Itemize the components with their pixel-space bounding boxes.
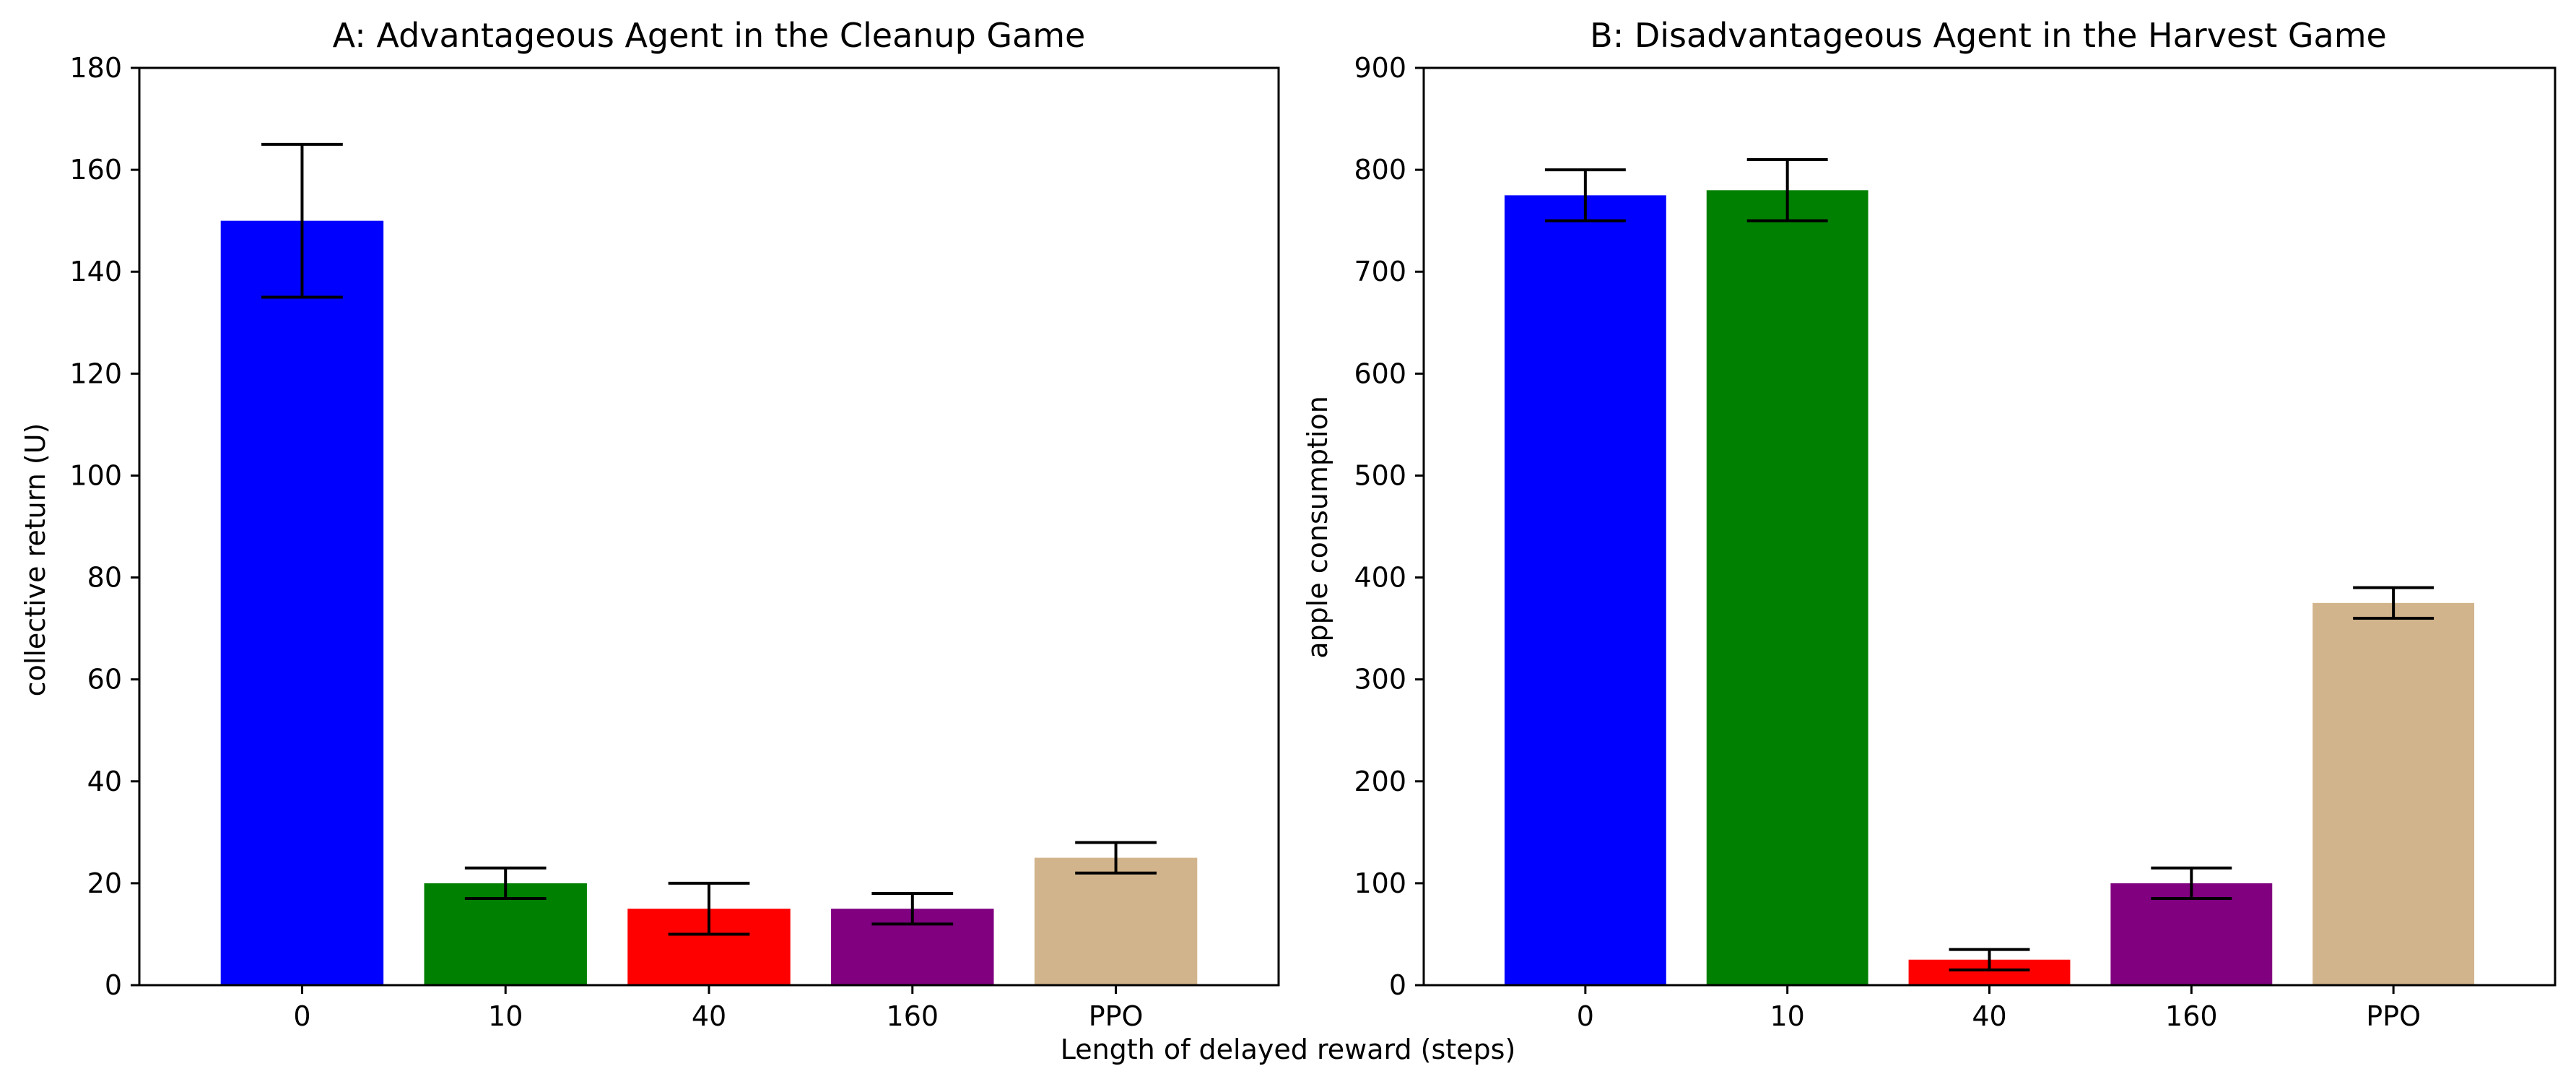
y-tick-label: 120 bbox=[69, 358, 122, 389]
y-tick-a-100: 100 bbox=[69, 459, 139, 491]
x-tick-label: 40 bbox=[1972, 1000, 2006, 1032]
x-tick-b-40: 40 bbox=[1972, 985, 2007, 1032]
x-tick-label: 10 bbox=[1770, 1000, 1804, 1032]
error-bar-b-0 bbox=[1544, 168, 1626, 222]
y-tick-b-0: 0 bbox=[1389, 969, 1424, 1001]
y-tick-b-900: 900 bbox=[1354, 52, 1424, 84]
x-ticks-b: 0 10 40 160 PPO bbox=[1577, 985, 2421, 1032]
bar-b-ppo bbox=[2312, 602, 2475, 985]
y-tick-a-0: 0 bbox=[105, 969, 139, 1001]
x-tick-b-10: 10 bbox=[1770, 985, 1805, 1032]
y-tick-b-600: 600 bbox=[1354, 358, 1424, 389]
y-tick-b-100: 100 bbox=[1354, 867, 1424, 899]
x-ticks-a: 0 10 40 160 PPO bbox=[293, 985, 1143, 1032]
x-tick-label: 40 bbox=[692, 1000, 726, 1032]
y-tick-a-60: 60 bbox=[87, 664, 139, 696]
y-tick-label: 400 bbox=[1354, 562, 1406, 594]
chart-title-b: B: Disadvantageous Agent in the Harvest … bbox=[1590, 16, 2387, 55]
y-tick-label: 700 bbox=[1354, 256, 1406, 287]
bars-b bbox=[1504, 190, 2475, 985]
x-tick-a-10: 10 bbox=[488, 985, 523, 1032]
y-tick-b-400: 400 bbox=[1354, 562, 1424, 594]
x-tick-b-160: 160 bbox=[2165, 985, 2218, 1032]
y-tick-label: 500 bbox=[1354, 459, 1406, 491]
y-tick-label: 0 bbox=[105, 969, 122, 1001]
x-tick-b-0: 0 bbox=[1577, 985, 1594, 1032]
error-bar-b-10 bbox=[1746, 158, 1828, 222]
y-tick-a-180: 180 bbox=[69, 52, 139, 84]
plot-frame-b bbox=[1422, 66, 2557, 987]
y-tick-label: 900 bbox=[1354, 52, 1406, 84]
y-tick-label: 100 bbox=[1354, 867, 1406, 899]
chart-panel-a: A: Advantageous Agent in the Cleanup Gam… bbox=[19, 16, 1280, 1032]
error-bar-a-0 bbox=[261, 142, 343, 299]
y-tick-b-800: 800 bbox=[1354, 154, 1424, 186]
error-bar-a-ppo bbox=[1075, 841, 1157, 875]
y-tick-a-160: 160 bbox=[69, 154, 139, 186]
y-tick-label: 180 bbox=[69, 52, 122, 84]
y-tick-b-500: 500 bbox=[1354, 459, 1424, 491]
y-tick-label: 200 bbox=[1354, 766, 1406, 797]
plot-frame-a bbox=[138, 66, 1280, 987]
y-tick-label: 800 bbox=[1354, 154, 1406, 186]
x-tick-label: PPO bbox=[2366, 1000, 2421, 1032]
y-tick-a-20: 20 bbox=[87, 867, 139, 899]
x-tick-a-ppo: PPO bbox=[1089, 985, 1144, 1032]
x-tick-label: 160 bbox=[2165, 1000, 2218, 1032]
y-tick-label: 60 bbox=[87, 664, 122, 696]
y-axis-label-a: collective return (U) bbox=[19, 423, 51, 697]
chart-title-a: A: Advantageous Agent in the Cleanup Gam… bbox=[333, 16, 1086, 55]
x-tick-label: PPO bbox=[1089, 1000, 1144, 1032]
y-ticks-b: 0 100 200 300 400 500 600 700 800 900 bbox=[1354, 52, 1424, 1001]
error-bars-a bbox=[261, 142, 1157, 936]
error-bar-a-40 bbox=[668, 881, 750, 936]
bar-a-ppo bbox=[1034, 857, 1198, 985]
x-tick-a-40: 40 bbox=[692, 985, 726, 1032]
y-tick-label: 160 bbox=[69, 154, 122, 186]
x-tick-label: 10 bbox=[488, 1000, 523, 1032]
y-tick-label: 80 bbox=[87, 562, 122, 594]
y-tick-label: 0 bbox=[1389, 969, 1406, 1001]
y-tick-b-200: 200 bbox=[1354, 766, 1424, 797]
x-tick-label: 160 bbox=[887, 1000, 939, 1032]
y-tick-a-40: 40 bbox=[87, 766, 139, 797]
y-tick-label: 600 bbox=[1354, 358, 1406, 389]
bar-b-0 bbox=[1504, 195, 1666, 985]
x-tick-a-160: 160 bbox=[887, 985, 939, 1032]
bar-a-0 bbox=[220, 220, 384, 986]
y-tick-a-80: 80 bbox=[87, 562, 139, 594]
y-tick-b-300: 300 bbox=[1354, 664, 1424, 696]
y-tick-a-140: 140 bbox=[69, 256, 139, 287]
x-tick-a-0: 0 bbox=[293, 985, 311, 1032]
error-bars-b bbox=[1544, 158, 2434, 971]
y-tick-label: 40 bbox=[87, 766, 122, 797]
error-bar-b-ppo bbox=[2353, 586, 2434, 620]
y-tick-label: 20 bbox=[87, 867, 122, 899]
y-tick-a-120: 120 bbox=[69, 358, 139, 389]
bar-b-10 bbox=[1706, 190, 1868, 985]
error-bar-b-40 bbox=[1949, 948, 2030, 971]
x-tick-b-ppo: PPO bbox=[2366, 985, 2421, 1032]
bar-a-10 bbox=[424, 883, 587, 985]
y-tick-label: 140 bbox=[69, 256, 122, 287]
y-tick-label: 300 bbox=[1354, 664, 1406, 696]
error-bar-a-160 bbox=[871, 892, 954, 926]
bars-a bbox=[220, 220, 1198, 986]
y-tick-label: 100 bbox=[69, 459, 122, 491]
error-bar-a-10 bbox=[464, 866, 547, 901]
shared-x-axis-label: Length of delayed reward (steps) bbox=[1061, 1034, 1516, 1065]
chart-panel-b: B: Disadvantageous Agent in the Harvest … bbox=[1302, 16, 2557, 1032]
y-ticks-a: 0 20 40 60 80 100 120 140 160 180 bbox=[69, 52, 139, 1001]
x-tick-label: 0 bbox=[1577, 1000, 1594, 1032]
bar-b-160 bbox=[2110, 883, 2273, 985]
error-bar-b-160 bbox=[2151, 866, 2232, 901]
y-tick-b-700: 700 bbox=[1354, 256, 1424, 287]
y-axis-label-b: apple consumption bbox=[1302, 396, 1333, 659]
x-tick-label: 0 bbox=[293, 1000, 310, 1032]
